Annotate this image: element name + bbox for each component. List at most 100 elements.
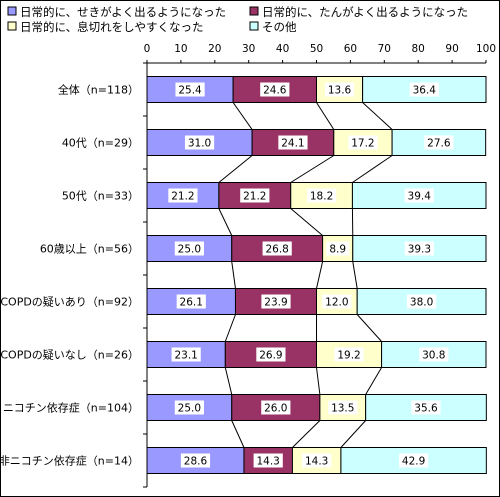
data-label: 25.4	[178, 85, 202, 97]
data-label: 23.1	[174, 350, 197, 362]
data-label: 26.1	[180, 297, 203, 309]
data-label-bg	[324, 82, 355, 97]
data-label: 14.3	[305, 456, 328, 468]
bar-segment	[231, 394, 321, 421]
data-label: 23.9	[264, 297, 287, 309]
data-label-bg	[184, 135, 215, 150]
x-tick-label: 100	[476, 43, 496, 55]
x-tick-label: 30	[242, 43, 255, 55]
data-label-bg	[261, 400, 291, 415]
data-label-bg	[262, 241, 292, 256]
legend-label: 日常的に、息切れをしやすくなった	[20, 20, 204, 34]
data-label-bg	[409, 82, 439, 97]
data-label-bg	[322, 294, 352, 309]
data-label: 42.9	[402, 456, 425, 468]
legend-swatch	[249, 6, 259, 16]
data-label: 31.0	[188, 138, 211, 150]
data-label-bg	[256, 347, 286, 362]
data-label-bg	[261, 294, 291, 309]
data-label: 14.3	[256, 456, 279, 468]
data-label-bg	[174, 241, 204, 256]
data-label: 12.0	[325, 297, 348, 309]
data-label: 18.2	[310, 191, 333, 203]
data-label: 30.8	[422, 350, 445, 362]
connector-line	[231, 261, 236, 289]
data-label-bg	[278, 135, 308, 150]
connector-line	[231, 420, 245, 448]
data-label-bg	[424, 135, 454, 150]
data-label: 28.6	[184, 456, 208, 468]
data-label-bg	[168, 188, 198, 203]
connector-line	[316, 261, 324, 289]
data-label-bg	[180, 453, 211, 468]
data-label-bg	[411, 400, 441, 415]
data-label: 25.0	[178, 403, 201, 415]
connector-line	[316, 367, 321, 395]
data-label-bg	[175, 82, 205, 97]
data-label: 35.6	[414, 403, 438, 415]
data-label-bg	[253, 453, 283, 468]
data-label: 26.9	[259, 350, 282, 362]
x-tick-label: 40	[276, 43, 289, 55]
category-label: 全体（n=118）	[58, 83, 139, 97]
category-label: 40代（n=29）	[62, 137, 139, 150]
data-label-bg	[399, 453, 429, 468]
data-label: 26.8	[265, 244, 288, 256]
category-label: 50代（n=33）	[62, 190, 139, 203]
data-label: 25.0	[178, 244, 201, 256]
data-label-bg	[176, 294, 206, 309]
x-tick-label: 50	[310, 43, 323, 55]
data-label: 24.6	[263, 85, 287, 97]
data-label-bg	[260, 82, 290, 97]
connector-line	[352, 155, 393, 183]
connector-line	[224, 314, 236, 342]
data-label-bg	[404, 241, 434, 256]
connector-line	[362, 102, 393, 130]
data-label: 8.9	[329, 244, 346, 256]
connector-line	[356, 314, 382, 342]
data-label-bg	[306, 188, 337, 203]
connector-line	[218, 155, 253, 183]
data-label-bg	[326, 241, 350, 256]
data-label: 27.6	[427, 138, 451, 150]
data-label-bg	[302, 453, 332, 468]
legend-swatch	[7, 21, 17, 31]
bar-segment	[218, 182, 292, 209]
connector-line	[352, 261, 358, 289]
connector-line	[224, 367, 233, 395]
category-label: 非ニコチン依存症（n=14）	[0, 454, 139, 468]
x-tick-label: 70	[378, 43, 391, 55]
data-label: 38.0	[410, 297, 433, 309]
data-label: 36.4	[413, 85, 437, 97]
data-label: 24.1	[281, 138, 304, 150]
legend-swatch	[7, 6, 17, 16]
legend-label: 日常的に、せきがよく出るようになった	[20, 5, 226, 19]
connector-line	[340, 420, 367, 448]
category-label: ニコチン依存症（n=104）	[3, 401, 139, 415]
data-label: 19.2	[337, 350, 360, 362]
bar-segment	[362, 76, 487, 103]
data-label: 17.2	[351, 138, 374, 150]
data-label: 21.2	[171, 191, 194, 203]
x-tick-label: 10	[174, 43, 187, 55]
data-label: 26.0	[264, 403, 287, 415]
x-tick-label: 0	[144, 43, 151, 55]
x-tick-label: 20	[208, 43, 221, 55]
data-label-bg	[328, 400, 358, 415]
data-label: 13.5	[331, 403, 354, 415]
connector-line	[290, 155, 335, 183]
data-label-bg	[419, 347, 449, 362]
connector-line	[292, 420, 321, 448]
x-tick-label: 60	[344, 43, 357, 55]
data-label-bg	[348, 135, 378, 150]
category-label: 60歳以上（n=56）	[40, 243, 139, 256]
category-label: COPDの疑いあり（n=92）	[0, 296, 139, 309]
data-label-bg	[174, 400, 204, 415]
connector-line	[218, 208, 233, 236]
data-label-bg	[240, 188, 270, 203]
data-label-bg	[406, 294, 437, 309]
data-label-bg	[404, 188, 434, 203]
legend-label: 日常的に、たんがよく出るようになった	[262, 5, 468, 19]
connector-line	[232, 102, 253, 130]
legend-swatch	[249, 21, 259, 31]
